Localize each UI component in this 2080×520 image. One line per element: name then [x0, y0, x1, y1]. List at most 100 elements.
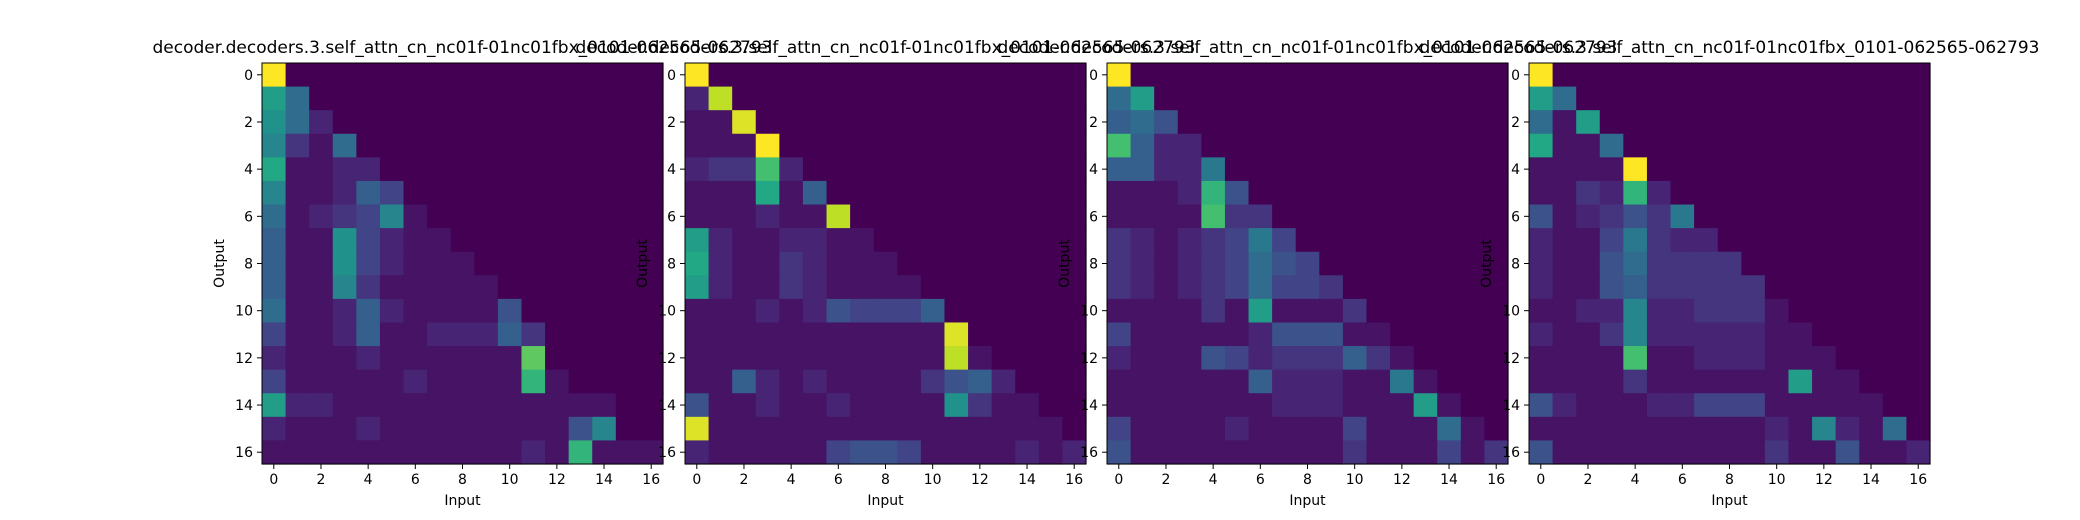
heatmap-cell: [1812, 440, 1837, 465]
heatmap-cell: [1107, 110, 1132, 135]
heatmap-cell: [1390, 251, 1415, 276]
heatmap-cell: [1812, 251, 1837, 276]
heatmap-cell: [379, 393, 405, 418]
heatmap-cell: [1015, 416, 1040, 442]
heatmap-cell: [1248, 63, 1273, 88]
heatmap-cell: [379, 251, 405, 276]
heatmap-cell: [1670, 180, 1695, 206]
heatmap-cell: [850, 369, 875, 394]
heatmap-cell: [1812, 275, 1837, 300]
heatmap-cell: [1764, 416, 1790, 442]
heatmap-cell: [1177, 346, 1202, 371]
heatmap-cell: [1859, 110, 1884, 135]
heatmap-cell: [427, 110, 452, 135]
heatmap-cell: [1201, 180, 1226, 206]
heatmap-cell: [1437, 440, 1462, 465]
heatmap-cell: [991, 180, 1016, 206]
heatmap-cell: [592, 86, 617, 111]
heatmap-cell: [1812, 86, 1837, 111]
heatmap-cell: [1248, 180, 1273, 206]
y-tick-label: 8: [1089, 257, 1098, 273]
heatmap-cell: [1437, 204, 1462, 229]
heatmap-cell: [1859, 157, 1884, 182]
heatmap-cell: [1437, 393, 1462, 418]
heatmap-cell: [1859, 416, 1884, 442]
heatmap-cell: [356, 393, 381, 418]
heatmap-cell: [779, 346, 804, 371]
heatmap-cell: [427, 180, 452, 206]
heatmap-cell: [991, 110, 1016, 135]
y-tick-label: 16: [658, 445, 676, 461]
x-tick-label: 10: [501, 472, 519, 488]
heatmap-cell: [1484, 416, 1509, 442]
heatmap-cell: [1859, 133, 1884, 158]
x-tick-label: 12: [548, 472, 566, 488]
heatmap-cell: [1552, 369, 1577, 394]
heatmap-cell: [1599, 416, 1624, 442]
x-tick-label: 0: [269, 472, 278, 488]
heatmap-cell: [332, 346, 357, 371]
heatmap-cell: [1576, 251, 1601, 276]
heatmap-cell: [639, 298, 664, 324]
heatmap-cell: [826, 393, 851, 418]
heatmap-cell: [944, 228, 969, 253]
heatmap-cell: [1484, 393, 1509, 418]
heatmap-cell: [427, 298, 452, 324]
heatmap-cell: [732, 251, 757, 276]
heatmap-cell: [1248, 440, 1273, 465]
heatmap-cell: [1342, 440, 1368, 465]
heatmap-cell: [873, 133, 898, 158]
heatmap-cell: [779, 228, 804, 253]
heatmap-cell: [1272, 63, 1297, 88]
heatmap-cell: [1390, 180, 1415, 206]
heatmap-cell: [897, 251, 922, 276]
heatmap-cell: [309, 251, 334, 276]
heatmap-cell: [1576, 322, 1601, 347]
heatmap-cell: [1529, 157, 1554, 182]
heatmap-cell: [1906, 369, 1931, 394]
heatmap-cell: [944, 440, 969, 465]
heatmap-cell: [1741, 180, 1766, 206]
heatmap-cell: [1646, 251, 1672, 276]
heatmap-cell: [450, 157, 475, 182]
heatmap-cell: [685, 63, 710, 88]
heatmap-cell: [356, 157, 381, 182]
heatmap-cell: [1342, 228, 1368, 253]
heatmap-cell: [521, 133, 546, 158]
heatmap-cell: [1646, 369, 1672, 394]
heatmap-cell: [1130, 440, 1155, 465]
heatmap-cell: [1552, 63, 1577, 88]
heatmap-cell: [685, 110, 710, 135]
y-tick-label: 2: [1089, 115, 1098, 131]
x-tick-label: 6: [411, 472, 420, 488]
heatmap-cell: [1319, 133, 1344, 158]
heatmap-cell: [1272, 322, 1297, 347]
heatmap-cell: [1272, 275, 1297, 300]
heatmap-cell: [568, 393, 593, 418]
heatmap-cell: [1764, 275, 1790, 300]
heatmap-cell: [873, 251, 898, 276]
heatmap-cell: [1154, 204, 1179, 229]
heatmap-cell: [1694, 63, 1719, 88]
heatmap-cell: [1812, 393, 1837, 418]
heatmap-cell: [850, 180, 875, 206]
heatmap-cell: [497, 157, 523, 182]
heatmap-cell: [285, 298, 310, 324]
heatmap-cell: [379, 228, 405, 253]
x-tick-label: 0: [1536, 472, 1545, 488]
heatmap-cell: [615, 369, 641, 394]
heatmap-cell: [1599, 346, 1624, 371]
heatmap-cell: [1437, 416, 1462, 442]
heatmap-cell: [639, 251, 664, 276]
heatmap-cell: [802, 133, 828, 158]
heatmap-cell: [332, 228, 357, 253]
heatmap-cell: [1882, 440, 1908, 465]
heatmap-cell: [1366, 63, 1391, 88]
y-tick-label: 2: [1511, 115, 1520, 131]
heatmap-cell: [309, 393, 334, 418]
heatmap-cell: [379, 440, 405, 465]
heatmap-cell: [497, 275, 523, 300]
heatmap-cell: [850, 86, 875, 111]
heatmap-cell: [1906, 110, 1931, 135]
heatmap-cell: [1460, 204, 1486, 229]
